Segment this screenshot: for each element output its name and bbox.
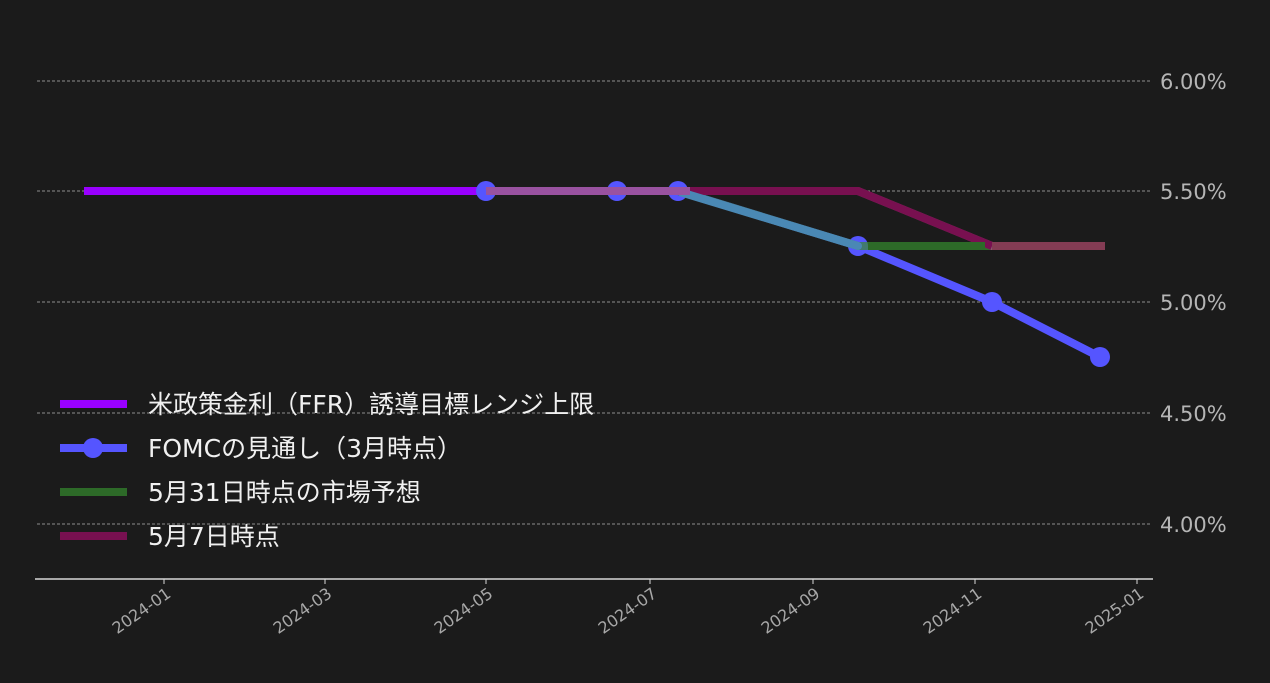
legend-label: FOMCの見通し（3月時点） <box>148 434 462 463</box>
legend-item-may7[interactable]: 5月7日時点 <box>60 522 280 551</box>
x-tick-label: 2025-01 <box>1082 584 1148 638</box>
x-tick-label: 2024-01 <box>109 584 175 638</box>
x-tick-label: 2024-03 <box>270 584 336 638</box>
legend-label: 米政策金利（FFR）誘導目標レンジ上限 <box>148 390 594 419</box>
legend: 米政策金利（FFR）誘導目標レンジ上限 FOMCの見通し（3月時点） 5月31日… <box>60 390 594 551</box>
plot-area <box>84 181 1110 367</box>
y-tick-label: 4.50% <box>1160 402 1227 426</box>
legend-marker-icon <box>83 438 103 458</box>
series-may7-line <box>486 187 1105 250</box>
x-axis-ticks <box>163 579 1138 584</box>
fomc-point <box>982 292 1002 312</box>
legend-label: 5月31日時点の市場予想 <box>148 478 421 507</box>
y-tick-label: 5.50% <box>1160 180 1227 204</box>
x-tick-label: 2024-07 <box>595 584 661 638</box>
legend-item-may31[interactable]: 5月31日時点の市場予想 <box>60 478 421 507</box>
series-fomc-line <box>486 187 1102 361</box>
y-tick-label: 4.00% <box>1160 513 1227 537</box>
y-tick-label: 6.00% <box>1160 70 1227 94</box>
series-may31-line <box>486 187 1105 250</box>
series-may7-line-solo <box>690 187 994 250</box>
legend-item-fomc[interactable]: FOMCの見通し（3月時点） <box>60 434 462 463</box>
x-tick-label: 2024-09 <box>758 584 824 638</box>
x-tick-label: 2024-05 <box>431 584 497 638</box>
legend-label: 5月7日時点 <box>148 522 280 551</box>
fomc-point <box>1090 347 1110 367</box>
y-tick-label: 5.00% <box>1160 291 1227 315</box>
fomc-point-overlay <box>854 242 862 250</box>
series-fomc <box>476 181 1110 367</box>
y-axis-labels: 6.00% 5.50% 5.00% 4.50% 4.00% <box>1160 70 1227 537</box>
series-overlap-segment <box>678 188 860 250</box>
legend-item-ffr[interactable]: 米政策金利（FFR）誘導目標レンジ上限 <box>60 390 594 419</box>
x-axis-labels: 2024-01 2024-03 2024-05 2024-07 2024-09 … <box>109 584 1148 638</box>
x-tick-label: 2024-11 <box>920 584 986 638</box>
